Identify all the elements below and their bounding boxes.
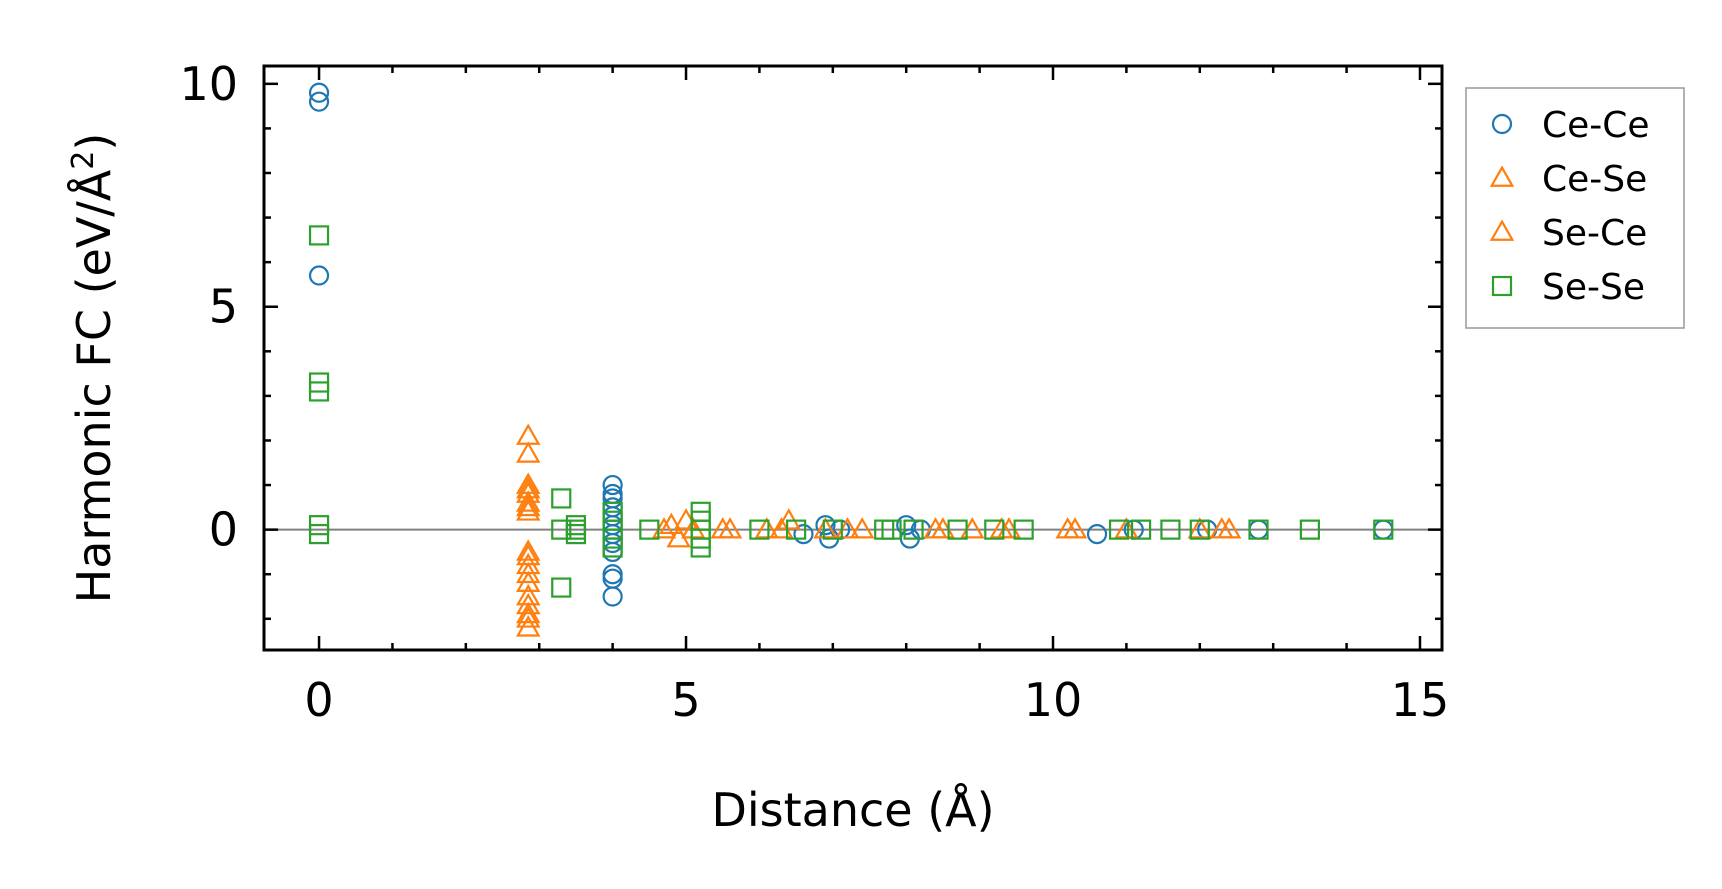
point-ce-ce [602,586,623,607]
point-se-se [1373,519,1394,540]
legend-marker-se-se [1491,275,1513,297]
legend-label-se-se: Se-Se [1542,267,1645,308]
point-se-ce [1062,517,1088,539]
point-se-se [984,519,1005,540]
point-ce-se [515,592,541,615]
series-se-ce [515,476,1242,624]
point-se-se [565,519,587,540]
point-se-ce [930,517,956,539]
point-ce-ce [815,515,836,536]
point-ce-se [754,517,780,539]
x-tick-label: 0 [304,673,333,727]
data-points-layer [308,82,1394,637]
legend-items: Ce-Ce Ce-Se Se-Ce Se-Se [1489,105,1650,308]
point-se-se [1013,519,1034,540]
point-se-ce [515,570,541,592]
legend-label-se-ce: Se-Ce [1542,213,1647,254]
point-se-se [786,519,807,540]
point-ce-se [515,423,541,445]
point-se-ce [515,539,541,561]
point-se-se [881,519,902,540]
y-axis-label: Harmonic FC (eV/Å2) [66,133,122,604]
point-se-se [822,519,843,540]
y-axis-label-superscript: 2 [66,151,101,170]
legend-marker-se-ce [1489,219,1515,241]
y-axis-label-main: Harmonic FC (eV/Å [67,169,121,603]
point-ce-ce [602,568,623,589]
y-tick-label: 5 [209,280,238,334]
point-se-se [308,381,330,402]
point-ce-ce [896,515,917,536]
point-se-ce [515,601,541,624]
legend-box [1465,87,1685,329]
point-se-se [551,488,572,509]
point-se-ce [717,517,743,539]
point-ce-ce [793,523,814,545]
x-axis-label: Distance (Å) [711,783,994,837]
point-ce-se [776,508,802,530]
point-se-se [551,519,572,540]
point-se-se [749,519,770,540]
point-ce-se [710,517,735,539]
x-tick-label: 15 [1391,673,1450,727]
legend-label-ce-se: Ce-Se [1542,159,1647,200]
point-ce-ce [308,91,330,112]
point-se-ce [1216,517,1242,539]
point-se-se [308,225,330,246]
legend: Ce-Ce Ce-Se Se-Ce Se-Se [1465,87,1685,329]
x-tick-label: 10 [1024,673,1083,727]
point-ce-se [515,494,541,517]
y-tick-label: 10 [179,57,238,111]
series-se-se [308,225,1394,598]
point-se-se [308,523,330,545]
point-ce-se [960,517,985,539]
point-ce-se [515,606,541,628]
point-ce-ce [308,82,330,103]
point-se-se [1160,519,1181,540]
point-se-ce [515,499,541,521]
point-se-se [1189,519,1210,540]
point-ce-se [813,517,838,539]
point-se-se [1299,519,1320,540]
legend-label-ce-ce: Ce-Ce [1542,105,1650,146]
point-ce-se [515,490,541,512]
point-se-se [1130,519,1152,540]
axis-ticks-layer [264,66,1442,650]
point-se-se [1108,519,1130,540]
legend-marker-ce-ce [1491,113,1513,135]
y-tick-label: 0 [209,503,238,557]
point-se-ce [996,517,1022,539]
legend-marker-ce-se [1489,165,1515,187]
point-se-se [947,519,968,540]
point-se-se [903,519,924,540]
point-ce-ce [602,474,623,496]
point-se-se [639,519,660,540]
point-ce-se [849,517,875,539]
point-se-se [690,537,711,558]
point-se-se [1248,519,1269,540]
point-ce-se [989,517,1014,539]
y-axis-label-close: ) [67,133,121,151]
point-ce-se [1187,517,1213,539]
point-se-se [602,537,623,558]
point-ce-se [515,561,541,584]
point-ce-se [1055,517,1080,539]
plot-frame [262,64,1444,652]
x-tick-labels: 0 5 10 15 [304,673,1449,727]
point-ce-ce [308,265,330,286]
x-tick-label: 5 [671,673,700,727]
point-ce-se [515,441,541,463]
point-se-se [551,577,572,598]
point-ce-se [515,615,541,637]
point-se-ce [515,476,541,499]
y-tick-labels: 0 5 10 [179,57,238,557]
point-ce-ce [1086,523,1108,545]
point-ce-ce [602,564,623,585]
